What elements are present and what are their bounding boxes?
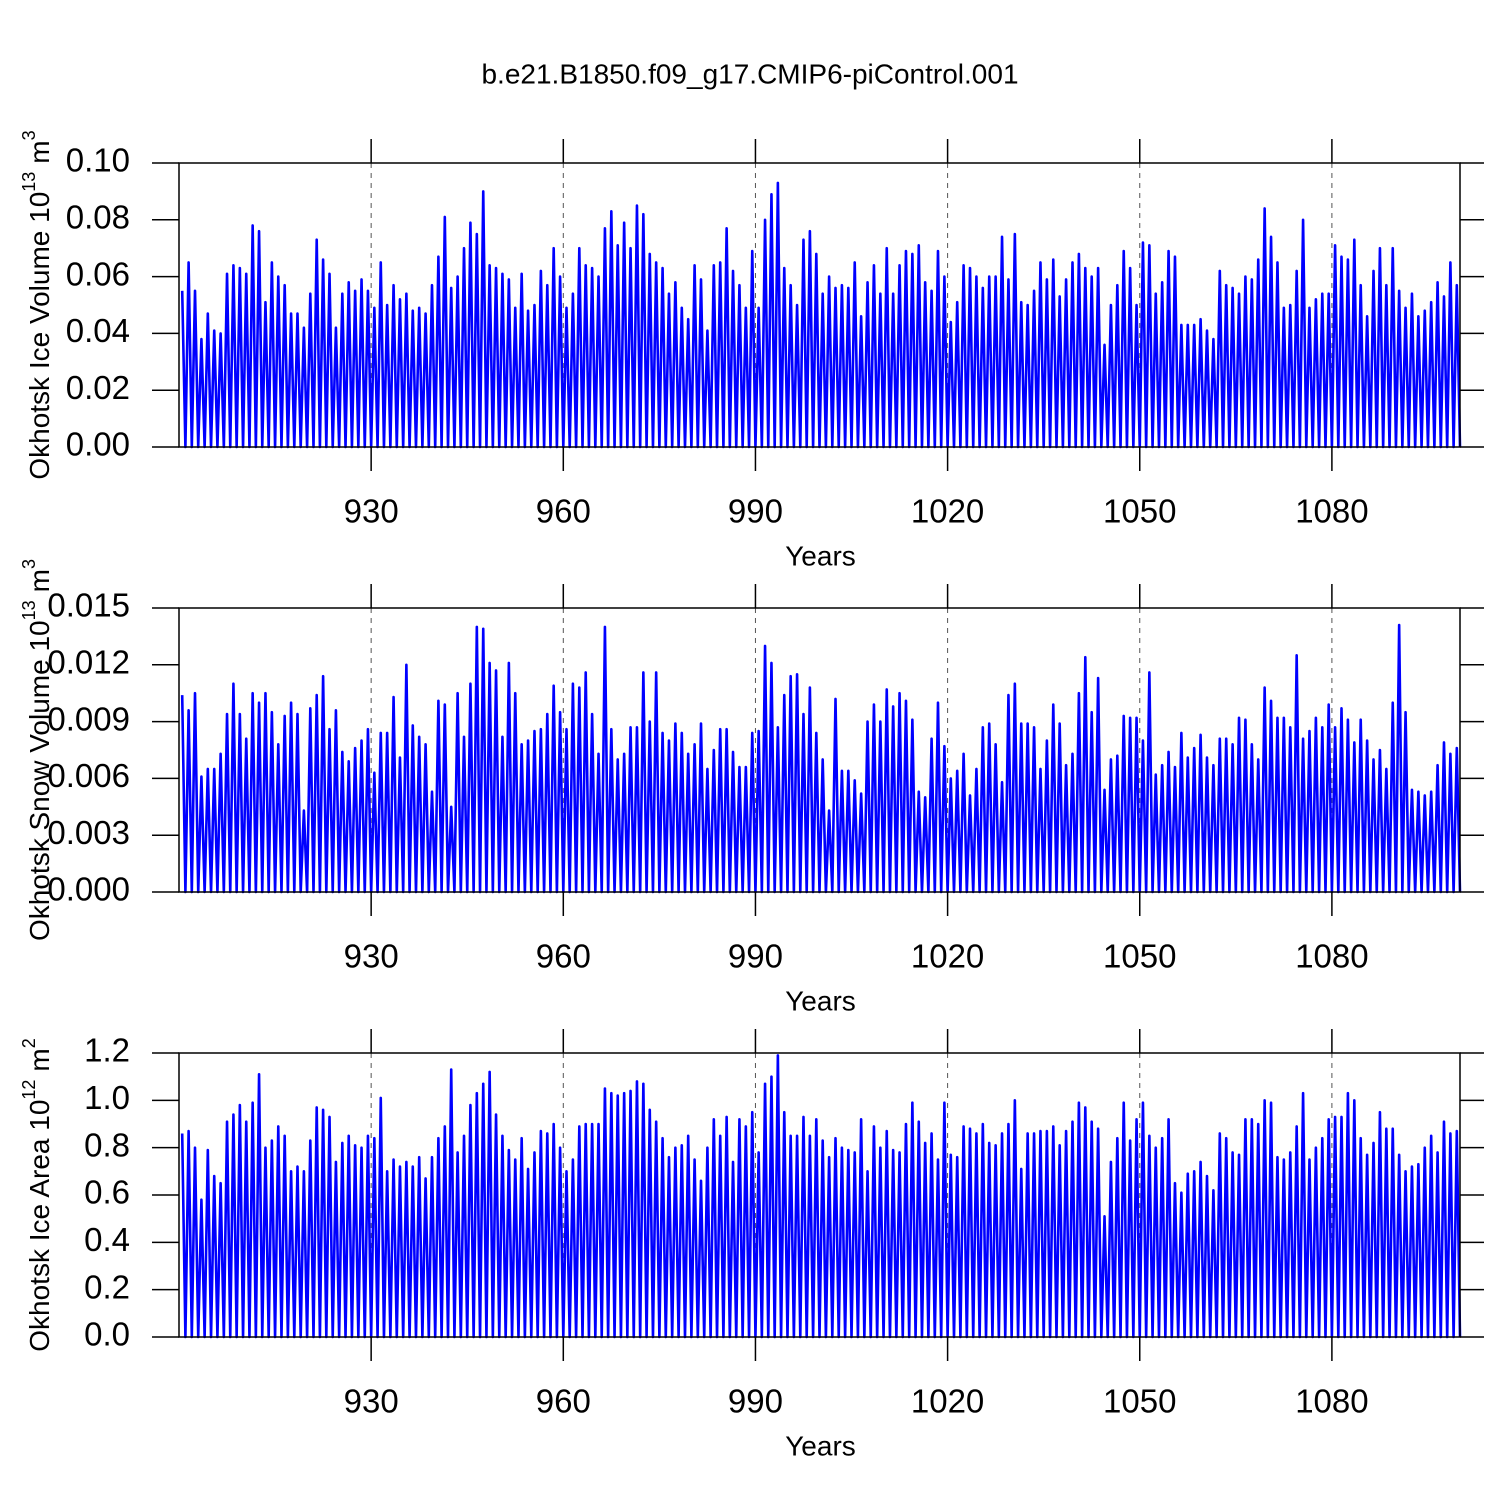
y-label-exponent: 12 xyxy=(19,1080,39,1100)
figure-title: b.e21.B1850.f09_g17.CMIP6-piControl.001 xyxy=(481,58,1018,89)
y-tick-label: 0.015 xyxy=(47,587,130,624)
x-tick-label: 1050 xyxy=(1103,1383,1176,1420)
x-tick-label: 1080 xyxy=(1295,493,1368,530)
y-label-unit-exponent: 2 xyxy=(19,1038,39,1048)
y-axis-label: Okhotsk Snow Volume 1013 m3 xyxy=(19,559,56,941)
y-axis-label: Okhotsk Ice Area 1012 m2 xyxy=(19,1038,56,1352)
x-tick-label: 1080 xyxy=(1295,938,1368,975)
x-tick-label: 1050 xyxy=(1103,938,1176,975)
y-tick-label: 0.006 xyxy=(47,757,130,794)
y-label-exponent: 13 xyxy=(19,172,39,192)
y-tick-label: 0.2 xyxy=(84,1268,130,1305)
y-label-unit-exponent: 3 xyxy=(19,130,39,140)
y-tick-label: 0.08 xyxy=(66,199,130,236)
x-tick-label: 990 xyxy=(728,1383,783,1420)
x-tick-label: 960 xyxy=(536,1383,591,1420)
y-label-text: Okhotsk Ice Area 10 xyxy=(24,1100,55,1352)
plot-frame xyxy=(178,162,1461,448)
x-tick-label: 1050 xyxy=(1103,493,1176,530)
y-tick-label: 0.04 xyxy=(66,312,130,349)
data-line xyxy=(180,1054,1462,1339)
y-label-unit: m xyxy=(24,140,55,163)
y-tick-label: 0.4 xyxy=(84,1221,130,1258)
y-tick-label: 0.000 xyxy=(47,871,130,908)
x-tick-label: 960 xyxy=(536,938,591,975)
x-tick-label: 1020 xyxy=(911,493,984,530)
x-tick-label: 930 xyxy=(344,938,399,975)
y-tick-label: 0.0 xyxy=(84,1316,130,1353)
plot-frame xyxy=(178,607,1461,893)
y-tick-label: 0.003 xyxy=(47,814,130,851)
y-tick-label: 0.012 xyxy=(47,644,130,681)
y-tick-label: 1.0 xyxy=(84,1079,130,1116)
y-tick-label: 0.009 xyxy=(47,700,130,737)
x-tick-label: 1080 xyxy=(1295,1383,1368,1420)
y-label-unit-exponent: 3 xyxy=(19,559,39,569)
y-axis-label: Okhotsk Ice Volume 1013 m3 xyxy=(19,130,56,479)
y-label-unit: m xyxy=(24,1048,55,1071)
x-axis-label: Years xyxy=(785,1430,856,1461)
x-tick-label: 990 xyxy=(728,493,783,530)
y-label-exponent: 13 xyxy=(19,600,39,620)
x-axis-label: Years xyxy=(785,985,856,1016)
x-tick-label: 1020 xyxy=(911,938,984,975)
y-label-unit: m xyxy=(24,569,55,592)
y-tick-label: 0.06 xyxy=(66,255,130,292)
y-tick-label: 0.8 xyxy=(84,1126,130,1163)
x-tick-label: 960 xyxy=(536,493,591,530)
y-tick-label: 0.02 xyxy=(66,369,130,406)
x-axis-label: Years xyxy=(785,540,856,571)
x-tick-label: 930 xyxy=(344,493,399,530)
y-tick-label: 0.6 xyxy=(84,1174,130,1211)
x-tick-label: 990 xyxy=(728,938,783,975)
data-line xyxy=(180,181,1462,449)
y-tick-label: 0.00 xyxy=(66,426,130,463)
y-tick-label: 0.10 xyxy=(66,142,130,179)
x-tick-label: 930 xyxy=(344,1383,399,1420)
y-label-text: Okhotsk Ice Volume 10 xyxy=(24,192,55,480)
y-label-text: Okhotsk Snow Volume 10 xyxy=(24,620,55,941)
y-tick-label: 1.2 xyxy=(84,1032,130,1069)
data-line xyxy=(180,623,1462,894)
x-tick-label: 1020 xyxy=(911,1383,984,1420)
